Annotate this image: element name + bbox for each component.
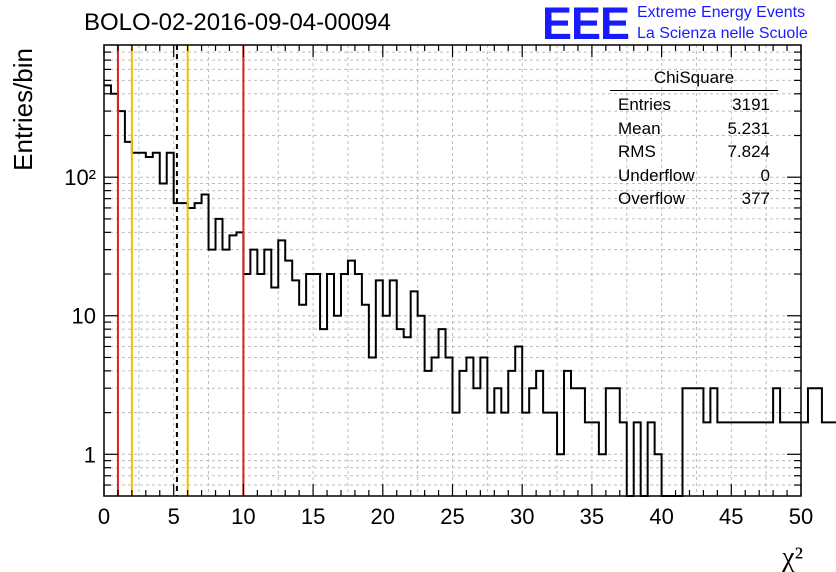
histogram-outline bbox=[104, 84, 836, 497]
stats-label: Mean bbox=[618, 118, 661, 138]
stats-label: RMS bbox=[618, 142, 656, 161]
logo-line1: Extreme Energy Events bbox=[637, 4, 806, 21]
x-tick-label: 30 bbox=[510, 504, 534, 529]
x-tick-label: 5 bbox=[168, 504, 180, 529]
y-axis-label: Entries/bin bbox=[8, 48, 38, 171]
x-tick-label: 0 bbox=[98, 504, 110, 529]
stats-row-overflow: Overflow 377 bbox=[610, 187, 778, 211]
stats-title: ChiSquare bbox=[610, 68, 778, 91]
stats-box: ChiSquare Entries 3191 Mean 5.231 RMS 7.… bbox=[610, 68, 778, 211]
x-tick-label: 40 bbox=[649, 504, 673, 529]
y-tick-label: 10² bbox=[64, 165, 96, 190]
plot-title: BOLO-02-2016-09-04-00094 bbox=[84, 9, 391, 36]
stats-value: 0 bbox=[760, 165, 770, 185]
x-axis-label: χ² bbox=[781, 542, 803, 572]
x-tick-label: 25 bbox=[440, 504, 464, 529]
x-tick-label: 45 bbox=[719, 504, 743, 529]
stats-label: Underflow bbox=[618, 165, 695, 185]
stats-row-rms: RMS 7.824 bbox=[610, 140, 778, 164]
stats-value: 5.231 bbox=[727, 118, 770, 138]
logo-line2: La Scienza nelle Scuole bbox=[637, 25, 808, 42]
stats-row-mean: Mean 5.231 bbox=[610, 117, 778, 141]
stats-label: Overflow bbox=[618, 189, 686, 208]
stats-label: Entries bbox=[618, 95, 671, 114]
x-tick-label: 50 bbox=[789, 504, 813, 529]
stats-value: 7.824 bbox=[727, 142, 770, 161]
x-tick-label: 10 bbox=[231, 504, 255, 529]
x-tick-label: 35 bbox=[580, 504, 604, 529]
y-tick-label: 10 bbox=[72, 304, 96, 329]
x-tick-label: 20 bbox=[371, 504, 395, 529]
y-tick-label: 1 bbox=[84, 442, 96, 467]
stats-value: 377 bbox=[741, 189, 770, 208]
x-tick-label: 15 bbox=[301, 504, 325, 529]
stats-value: 3191 bbox=[732, 95, 770, 114]
eee-logo-mark: EEE bbox=[542, 0, 630, 49]
stats-row-underflow: Underflow 0 bbox=[610, 164, 778, 188]
stats-row-entries: Entries 3191 bbox=[610, 93, 778, 117]
